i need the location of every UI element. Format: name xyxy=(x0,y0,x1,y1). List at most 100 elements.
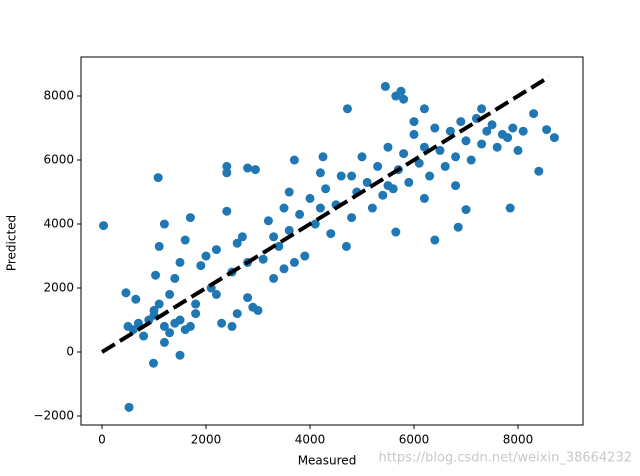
point xyxy=(243,163,253,173)
point xyxy=(453,222,463,232)
point xyxy=(232,238,242,248)
point xyxy=(461,205,471,215)
y-tick-label: −2000 xyxy=(33,409,74,423)
point xyxy=(175,350,185,360)
point xyxy=(435,145,445,155)
y-axis-label: Predicted xyxy=(5,215,19,271)
point xyxy=(315,203,325,213)
point xyxy=(430,123,440,133)
point xyxy=(549,133,559,143)
point xyxy=(396,86,406,96)
point xyxy=(211,289,221,299)
point xyxy=(131,294,141,304)
point xyxy=(542,125,552,135)
point xyxy=(383,142,393,152)
point xyxy=(321,184,331,194)
point xyxy=(263,216,273,226)
point xyxy=(534,166,544,176)
point xyxy=(357,152,367,162)
point xyxy=(154,241,164,251)
point xyxy=(274,241,284,251)
point xyxy=(477,104,487,114)
point xyxy=(347,171,357,181)
point xyxy=(409,117,419,127)
point xyxy=(165,289,175,299)
point xyxy=(326,229,336,239)
point xyxy=(139,331,149,341)
point xyxy=(461,136,471,146)
point xyxy=(425,171,435,181)
point xyxy=(451,152,461,162)
reference-line xyxy=(100,75,551,354)
point xyxy=(211,245,221,255)
point xyxy=(180,235,190,245)
point xyxy=(99,221,109,231)
y-tick-label: 8000 xyxy=(43,89,74,103)
point xyxy=(305,193,315,203)
point xyxy=(445,126,455,136)
point xyxy=(121,288,131,298)
x-tick-label: 4000 xyxy=(295,433,326,447)
point xyxy=(151,270,161,280)
y-tick-label: 4000 xyxy=(43,217,74,231)
point xyxy=(185,321,195,331)
point xyxy=(342,104,352,114)
point xyxy=(503,133,513,143)
point xyxy=(341,241,351,251)
point xyxy=(124,402,134,412)
point xyxy=(222,168,232,178)
point xyxy=(482,126,492,136)
point xyxy=(175,257,185,267)
point xyxy=(284,225,294,235)
point xyxy=(399,94,409,104)
watermark: https://blog.csdn.net/weixin_38664232 xyxy=(378,451,632,466)
x-tick-label: 8000 xyxy=(503,433,534,447)
point xyxy=(391,227,401,237)
point xyxy=(153,173,163,183)
point xyxy=(284,187,294,197)
point xyxy=(318,152,328,162)
x-tick-label: 2000 xyxy=(191,433,222,447)
point xyxy=(456,117,466,127)
point xyxy=(419,193,429,203)
point xyxy=(269,232,279,242)
point xyxy=(250,165,260,175)
x-tick-label: 0 xyxy=(98,433,106,447)
point xyxy=(404,177,414,187)
point xyxy=(399,149,409,159)
point xyxy=(414,158,424,168)
point xyxy=(451,181,461,191)
point xyxy=(159,321,169,331)
point xyxy=(295,209,305,219)
point xyxy=(159,219,169,229)
point xyxy=(154,299,164,309)
point xyxy=(201,251,211,261)
point xyxy=(347,213,357,223)
point xyxy=(336,171,346,181)
point xyxy=(518,126,528,136)
point xyxy=(477,139,487,149)
point xyxy=(466,155,476,165)
point xyxy=(380,81,390,91)
y-tick-label: 2000 xyxy=(43,281,74,295)
point xyxy=(217,318,227,328)
point xyxy=(409,129,419,139)
y-tick-label: 6000 xyxy=(43,153,74,167)
point xyxy=(378,190,388,200)
point xyxy=(237,232,247,242)
point xyxy=(315,168,325,178)
point xyxy=(362,177,372,187)
point xyxy=(310,219,320,229)
point xyxy=(419,104,429,114)
point xyxy=(269,273,279,283)
point xyxy=(513,145,523,155)
point xyxy=(148,358,158,368)
point xyxy=(440,161,450,171)
point xyxy=(253,305,263,315)
point xyxy=(159,337,169,347)
point xyxy=(373,161,383,171)
point xyxy=(165,328,175,338)
point xyxy=(430,235,440,245)
point xyxy=(222,161,232,171)
